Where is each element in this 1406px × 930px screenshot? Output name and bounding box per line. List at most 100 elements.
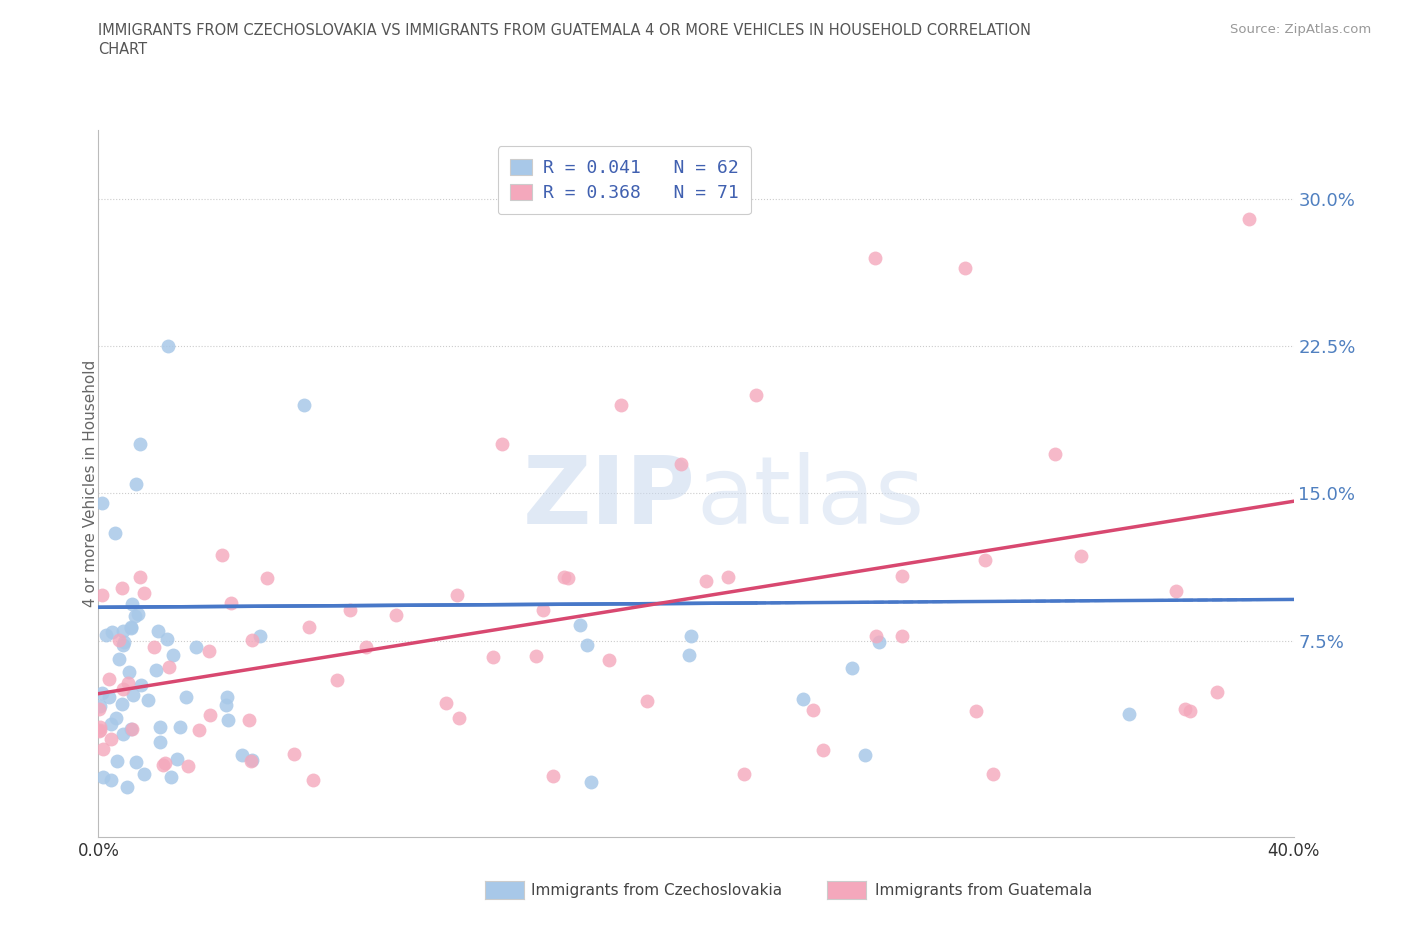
Point xyxy=(125,476,148,491)
Point xyxy=(524,648,547,663)
Point xyxy=(557,571,579,586)
Point xyxy=(841,660,863,675)
Point xyxy=(148,720,170,735)
Point xyxy=(200,708,222,723)
Point xyxy=(543,768,565,783)
Point xyxy=(89,723,111,737)
Point xyxy=(678,647,700,662)
Point xyxy=(121,596,143,611)
Point xyxy=(669,457,692,472)
Legend: R = 0.041   N = 62, R = 0.368   N = 71: R = 0.041 N = 62, R = 0.368 N = 71 xyxy=(498,146,751,215)
Text: Immigrants from Guatemala: Immigrants from Guatemala xyxy=(875,883,1092,897)
Point xyxy=(100,717,122,732)
Point xyxy=(240,632,263,647)
Y-axis label: 4 or more Vehicles in Household: 4 or more Vehicles in Household xyxy=(83,360,97,607)
Point xyxy=(1178,703,1201,718)
Point xyxy=(104,711,127,725)
Point xyxy=(256,570,278,585)
Point xyxy=(636,693,658,708)
Text: IMMIGRANTS FROM CZECHOSLOVAKIA VS IMMIGRANTS FROM GUATEMALA 4 OR MORE VEHICLES I: IMMIGRANTS FROM CZECHOSLOVAKIA VS IMMIGR… xyxy=(98,23,1032,38)
Point xyxy=(581,775,603,790)
Point xyxy=(197,644,219,658)
Point xyxy=(249,629,271,644)
Point xyxy=(111,624,134,639)
Point xyxy=(385,608,408,623)
Point xyxy=(576,637,599,652)
Point xyxy=(153,756,176,771)
Point xyxy=(745,388,768,403)
Point xyxy=(120,621,142,636)
Point xyxy=(853,748,876,763)
Point xyxy=(90,588,112,603)
Point xyxy=(981,766,1004,781)
Point xyxy=(868,634,890,649)
Point xyxy=(111,682,134,697)
Point xyxy=(326,672,349,687)
Point xyxy=(91,685,114,700)
Point xyxy=(292,398,315,413)
Point xyxy=(89,720,111,735)
Point xyxy=(108,632,131,647)
Point xyxy=(240,753,263,768)
Point xyxy=(1237,211,1260,226)
Text: atlas: atlas xyxy=(696,452,924,544)
Text: CHART: CHART xyxy=(98,42,148,57)
Point xyxy=(174,689,197,704)
Point xyxy=(162,648,184,663)
Point xyxy=(434,696,457,711)
Point xyxy=(120,722,142,737)
Point xyxy=(134,767,156,782)
Point xyxy=(695,574,717,589)
Point xyxy=(125,755,148,770)
Point xyxy=(283,746,305,761)
Point xyxy=(156,631,179,646)
Point xyxy=(105,753,128,768)
Point xyxy=(100,731,122,746)
Text: ZIP: ZIP xyxy=(523,452,696,544)
Point xyxy=(117,676,139,691)
Point xyxy=(166,751,188,766)
Point xyxy=(803,703,825,718)
Point xyxy=(122,687,145,702)
Point xyxy=(121,619,143,634)
Point xyxy=(104,525,127,540)
Point xyxy=(298,619,321,634)
Point xyxy=(98,689,121,704)
Point xyxy=(1043,446,1066,461)
Point xyxy=(169,720,191,735)
Point xyxy=(101,624,124,639)
Point xyxy=(598,653,620,668)
Point xyxy=(156,339,179,353)
Point xyxy=(215,698,238,713)
Text: Source: ZipAtlas.com: Source: ZipAtlas.com xyxy=(1230,23,1371,36)
Point xyxy=(89,699,111,714)
Point xyxy=(865,250,887,265)
Point xyxy=(231,748,253,763)
Point xyxy=(531,603,554,618)
Point xyxy=(115,779,138,794)
Point xyxy=(124,608,146,623)
Point xyxy=(118,664,141,679)
Point xyxy=(111,697,134,711)
Point xyxy=(107,651,129,666)
Point xyxy=(240,752,263,767)
Point xyxy=(219,595,242,610)
Point xyxy=(89,724,111,738)
Point xyxy=(112,635,135,650)
Point xyxy=(733,767,755,782)
Point xyxy=(482,649,505,664)
Point xyxy=(94,628,117,643)
Point xyxy=(301,772,323,787)
Point xyxy=(87,702,110,717)
Point xyxy=(112,726,135,741)
Point xyxy=(974,552,997,567)
Point xyxy=(679,629,702,644)
Point xyxy=(176,759,198,774)
Point xyxy=(1164,584,1187,599)
Point xyxy=(491,437,513,452)
Point xyxy=(145,663,167,678)
Point xyxy=(890,629,912,644)
Point xyxy=(188,723,211,737)
Point xyxy=(91,770,114,785)
Point xyxy=(610,398,633,413)
